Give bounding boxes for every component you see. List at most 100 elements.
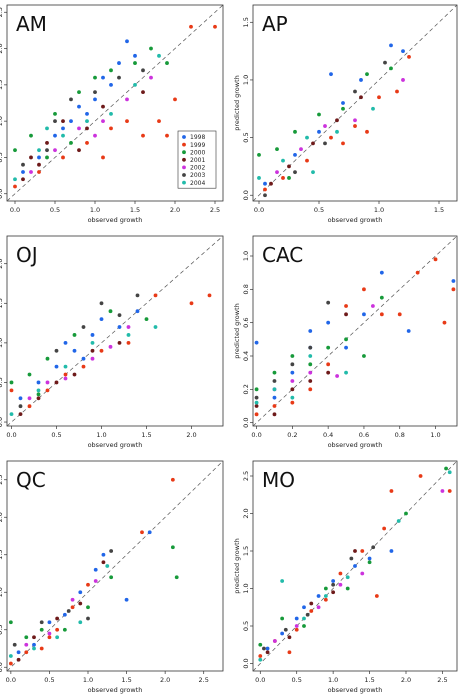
data-point-2003 (135, 293, 140, 298)
data-point-1998 (101, 552, 106, 557)
data-point-2000 (69, 141, 73, 145)
data-point-2000 (36, 392, 41, 397)
data-point-2001 (265, 650, 270, 655)
x-tick-label: 2.0 (170, 206, 180, 214)
data-point-2000 (29, 133, 33, 138)
data-point-1998 (133, 53, 137, 58)
data-point-2003 (117, 313, 122, 318)
y-tick-label: 0.5 (0, 625, 4, 635)
data-point-1998 (93, 97, 97, 102)
data-point-2000 (258, 642, 263, 647)
data-point-2000 (287, 176, 291, 180)
data-point-2000 (254, 387, 259, 392)
data-point-1998 (69, 119, 73, 124)
y-tick-label: 0.0 (242, 190, 250, 200)
data-point-2004 (302, 616, 306, 621)
data-point-2001 (344, 312, 348, 317)
legend-marker-2002 (182, 165, 186, 170)
data-point-2002 (24, 642, 29, 647)
data-point-1999 (290, 400, 295, 405)
data-point-1998 (344, 345, 348, 350)
x-tick-label: 1.0 (90, 206, 100, 214)
data-point-2000 (362, 354, 366, 358)
data-point-2001 (254, 404, 259, 408)
data-point-2001 (269, 181, 273, 186)
data-point-2001 (16, 657, 21, 662)
data-point-1999 (294, 627, 299, 632)
data-point-2004 (8, 654, 13, 658)
data-point-2003 (323, 141, 327, 146)
y-tick-label: 1.5 (242, 17, 250, 27)
data-point-2001 (101, 560, 106, 565)
x-tick-label: 0.0 (10, 206, 20, 214)
data-point-1998 (353, 564, 357, 568)
y-tick-label: 2.5 (242, 471, 250, 481)
data-point-2004 (105, 564, 110, 568)
data-point-2000 (317, 112, 321, 117)
data-point-2004 (308, 354, 313, 358)
data-point-1998 (37, 155, 41, 160)
data-point-2004 (272, 387, 277, 392)
data-point-1998 (341, 101, 345, 105)
y-tick-label: 0.0 (0, 189, 4, 199)
data-point-1998 (72, 348, 77, 353)
data-point-1999 (9, 388, 14, 393)
data-point-2001 (272, 412, 277, 417)
data-point-1998 (254, 340, 259, 345)
data-point-1998 (272, 395, 277, 400)
data-point-2004 (153, 325, 158, 329)
legend-label-2003: 2003 (190, 172, 205, 179)
data-point-2004 (37, 148, 41, 153)
data-point-1999 (254, 412, 259, 417)
data-point-1999 (344, 304, 348, 308)
y-tick-label: 0.0 (0, 417, 4, 427)
data-point-2004 (63, 364, 68, 369)
x-axis-label: observed growth (328, 216, 383, 224)
data-point-2000 (45, 155, 49, 160)
data-point-2001 (287, 164, 291, 169)
data-point-2002 (45, 380, 50, 385)
data-point-2001 (32, 635, 36, 640)
data-point-2000 (404, 511, 408, 516)
data-point-1999 (360, 549, 365, 553)
data-point-1999 (125, 119, 129, 124)
data-point-1999 (63, 372, 68, 377)
data-point-1998 (117, 325, 122, 329)
data-point-1999 (407, 54, 411, 59)
x-tick-label: 1.5 (121, 676, 131, 684)
data-point-1999 (418, 474, 423, 478)
x-tick-label: 1.5 (364, 676, 374, 684)
data-point-1998 (85, 111, 89, 116)
x-tick-label: 1.0 (328, 676, 338, 684)
data-point-2004 (396, 519, 401, 523)
data-point-2003 (353, 89, 357, 94)
data-point-1999 (365, 129, 369, 134)
reference-line (252, 4, 458, 202)
data-point-1998 (93, 567, 98, 572)
data-point-1999 (39, 646, 44, 651)
panel-title: QC (16, 468, 46, 492)
data-point-2001 (311, 141, 315, 146)
data-point-2001 (36, 396, 41, 401)
data-point-1998 (78, 590, 83, 595)
data-point-2003 (262, 646, 266, 651)
y-tick-label: 0.5 (242, 621, 250, 631)
data-point-1998 (18, 396, 23, 401)
data-point-1999 (70, 605, 75, 610)
data-point-2002 (338, 582, 343, 587)
data-point-2003 (349, 556, 354, 561)
data-point-1998 (99, 317, 104, 322)
y-tick-label: 1.0 (0, 338, 4, 348)
data-point-2001 (21, 177, 25, 182)
panel-cac: 0.0 0.2 0.4 0.6 0.8 1.0 0.0 0.2 0.4 0.6 0.8 1.0 obse… (233, 235, 458, 449)
y-tick-label: 2.0 (242, 508, 250, 518)
data-point-1999 (189, 24, 193, 29)
data-point-2003 (39, 620, 44, 625)
data-point-1998 (101, 75, 105, 80)
data-point-1999 (207, 293, 212, 298)
data-point-1998 (294, 616, 299, 621)
data-point-2001 (55, 616, 60, 621)
data-point-2000 (108, 309, 113, 314)
data-point-2001 (77, 148, 81, 153)
data-point-1998 (61, 126, 65, 131)
